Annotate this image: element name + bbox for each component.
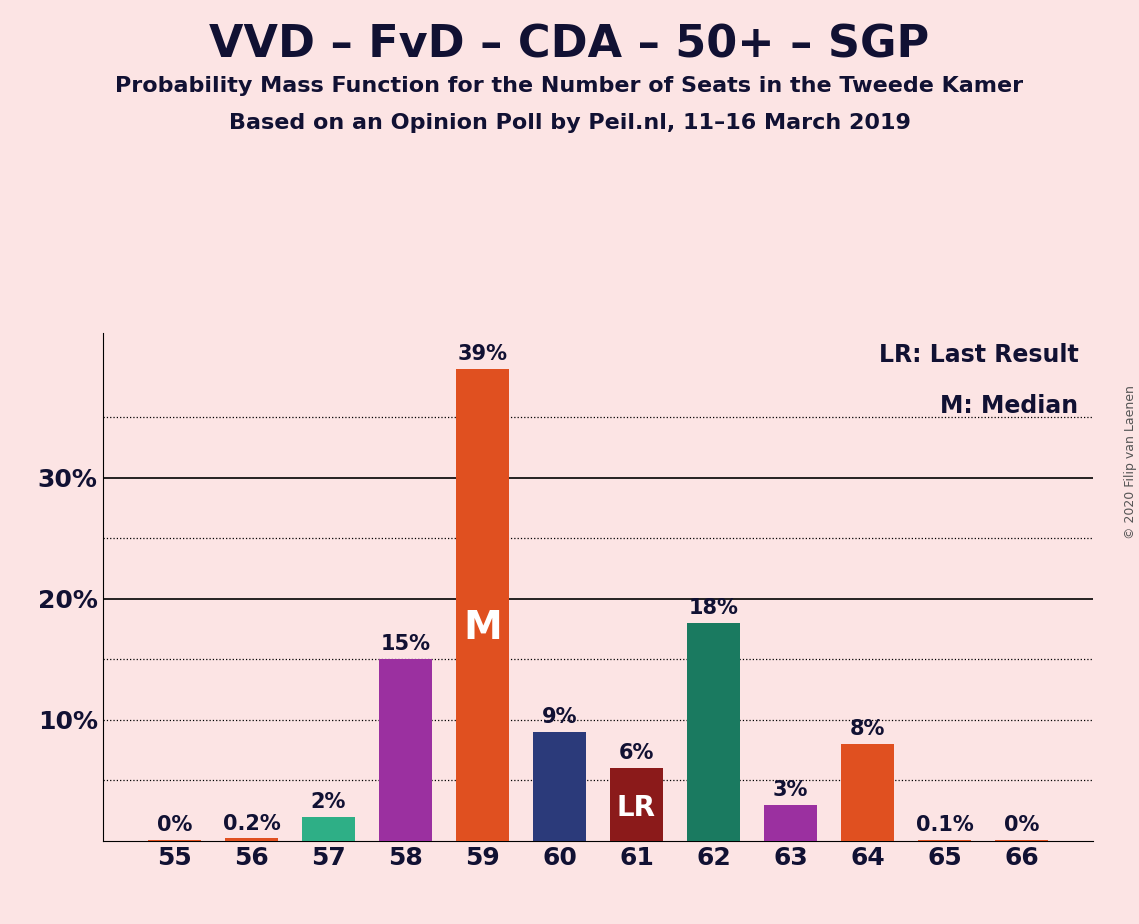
Bar <box>533 732 587 841</box>
Bar <box>224 838 278 841</box>
Bar <box>609 768 663 841</box>
Bar <box>763 805 818 841</box>
Text: 9%: 9% <box>542 707 577 727</box>
Text: 0%: 0% <box>1003 815 1039 835</box>
Text: 6%: 6% <box>618 744 654 763</box>
Bar <box>841 744 894 841</box>
Text: © 2020 Filip van Laenen: © 2020 Filip van Laenen <box>1124 385 1137 539</box>
Text: Probability Mass Function for the Number of Seats in the Tweede Kamer: Probability Mass Function for the Number… <box>115 76 1024 96</box>
Text: LR: LR <box>617 794 656 822</box>
Text: 3%: 3% <box>772 780 809 799</box>
Bar <box>456 369 509 841</box>
Bar <box>302 817 355 841</box>
Text: 8%: 8% <box>850 719 885 739</box>
Bar <box>687 623 740 841</box>
Text: 39%: 39% <box>458 344 508 364</box>
Text: 0%: 0% <box>157 815 192 835</box>
Bar <box>918 840 972 841</box>
Text: Based on an Opinion Poll by Peil.nl, 11–16 March 2019: Based on an Opinion Poll by Peil.nl, 11–… <box>229 113 910 133</box>
Bar <box>378 660 433 841</box>
Text: 18%: 18% <box>689 598 738 618</box>
Text: VVD – FvD – CDA – 50+ – SGP: VVD – FvD – CDA – 50+ – SGP <box>210 23 929 67</box>
Text: 2%: 2% <box>311 792 346 812</box>
Text: 0.1%: 0.1% <box>916 815 974 834</box>
Text: M: Median: M: Median <box>941 394 1079 418</box>
Text: M: M <box>464 610 502 648</box>
Text: LR: Last Result: LR: Last Result <box>879 343 1079 367</box>
Text: 0.2%: 0.2% <box>222 813 280 833</box>
Text: 15%: 15% <box>380 635 431 654</box>
